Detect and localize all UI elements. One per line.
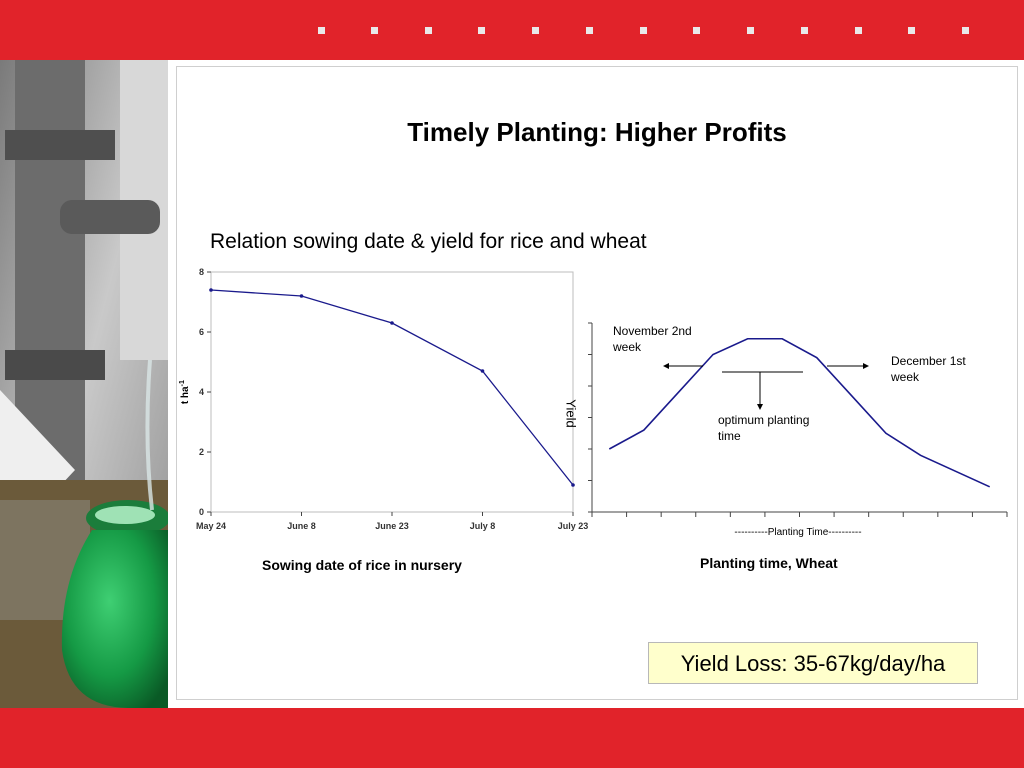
rice-data-point (299, 294, 304, 298)
wheat-xlabel: ----------Planting Time---------- (734, 527, 862, 538)
yield-loss-box: Yield Loss: 35-67kg/day/ha (648, 642, 978, 684)
annotation-december: December 1st week (891, 354, 966, 384)
rice-data-point (209, 288, 213, 292)
header-dot (747, 27, 754, 34)
rice-ylabel: t ha-1 (179, 380, 191, 404)
rice-xtick-label: July 23 (558, 521, 589, 531)
header-bar (0, 0, 1024, 60)
rice-xtick-label: May 24 (196, 521, 226, 531)
wheat-series-line (608, 337, 991, 488)
header-dot (532, 27, 539, 34)
header-dot (586, 27, 593, 34)
hand-pump-photo (0, 60, 168, 708)
wheat-ylabel: Yield (563, 399, 579, 428)
rice-data-point (390, 321, 394, 325)
header-dot (478, 27, 485, 34)
rice-ylabel-text: t ha (180, 386, 192, 405)
header-dot (425, 27, 432, 34)
annotation-optimum: optimum planting time (718, 413, 810, 443)
rice-ytick-label: 6 (199, 327, 204, 337)
rice-ytick-label: 2 (199, 447, 204, 457)
rice-data-point (480, 369, 485, 373)
slide-subtitle: Relation sowing date & yield for rice an… (210, 230, 647, 253)
rice-data-point (571, 483, 575, 487)
rice-xtick-label: June 23 (375, 521, 409, 531)
content-frame (176, 66, 1018, 700)
header-dot (908, 27, 915, 34)
rice-xtick-label: June 8 (287, 521, 316, 531)
rice-ylabel-exponent: -1 (178, 380, 186, 387)
slide-title: Timely Planting: Higher Profits (407, 117, 787, 147)
footer-bar (0, 708, 1024, 768)
rice-ytick-label: 0 (199, 507, 204, 517)
wheat-chart-caption: Planting time, Wheat (700, 555, 838, 571)
header-dot (855, 27, 862, 34)
annotation-november: November 2nd week (613, 324, 692, 354)
header-dot (962, 27, 969, 34)
header-dot (693, 27, 700, 34)
rice-ytick-label: 8 (199, 267, 204, 277)
header-dot (371, 27, 378, 34)
header-dot (801, 27, 808, 34)
rice-ytick-label: 4 (199, 387, 204, 397)
header-dot (318, 27, 325, 34)
rice-chart-caption: Sowing date of rice in nursery (262, 557, 462, 573)
rice-xtick-label: July 8 (470, 521, 496, 531)
header-dot (640, 27, 647, 34)
